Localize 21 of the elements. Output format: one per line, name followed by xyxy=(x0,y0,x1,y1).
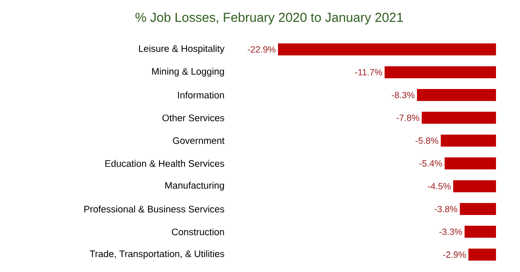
y-tick-label: Professional & Business Services xyxy=(84,206,224,212)
data-label: -2.9% xyxy=(443,251,466,258)
y-tick-label: Manufacturing xyxy=(165,182,224,191)
data-label: -4.5% xyxy=(428,183,451,190)
data-label: -3.8% xyxy=(434,206,458,212)
data-label: -5.4% xyxy=(419,160,442,167)
chart-title: % Job Losses, February 2020 to January 2021 xyxy=(135,12,403,25)
data-label: -5.8% xyxy=(416,137,438,144)
y-tick-label: Information xyxy=(178,92,224,98)
y-tick-label: Trade, Transportation, & Utilities xyxy=(90,250,224,260)
data-label: -11.7% xyxy=(355,69,382,76)
data-label: -7.8% xyxy=(396,114,420,121)
data-label: -3.3% xyxy=(439,228,462,235)
data-label: -8.3% xyxy=(392,92,414,98)
y-tick-label: Leisure & Hospitality xyxy=(139,44,225,54)
y-tick-label: Mining & Logging xyxy=(152,68,224,77)
y-tick-label: Construction xyxy=(172,228,224,236)
data-label: -22.9% xyxy=(248,46,276,53)
y-tick-label: Education & Health Services xyxy=(105,160,224,167)
y-tick-label: Other Services xyxy=(162,114,224,122)
y-tick-label: Government xyxy=(172,137,224,144)
